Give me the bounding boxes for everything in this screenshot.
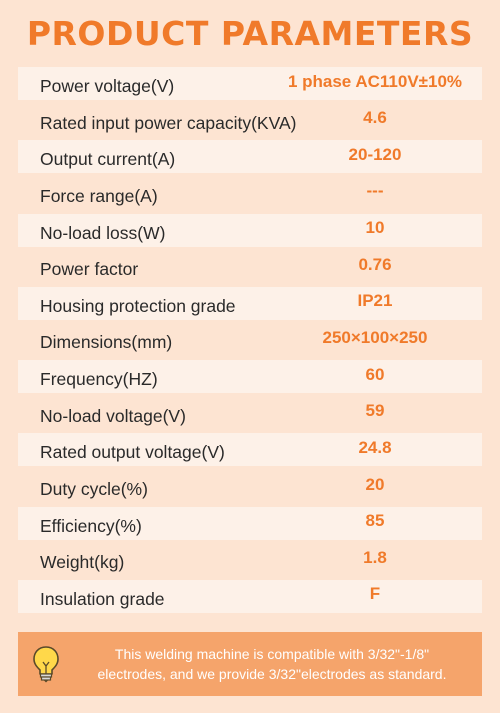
param-label: Power voltage(V) <box>40 76 175 96</box>
param-label: Frequency(HZ) <box>40 369 158 390</box>
param-label: No-load voltage(V) <box>40 405 186 426</box>
param-value: 1.8 <box>363 547 387 567</box>
table-row: Output current(A) 20-120 <box>18 140 482 174</box>
lightbulb-icon <box>18 632 74 696</box>
table-row: Duty cycle(%) 20 <box>18 470 482 503</box>
param-label: Force range(A) <box>40 185 158 206</box>
param-label: Insulation grade <box>40 588 165 609</box>
table-row: Frequency(HZ) 60 <box>18 360 482 394</box>
table-row: Housing protection grade IP21 <box>18 286 482 320</box>
param-value: 85 <box>365 511 385 531</box>
param-label: Output current(A) <box>40 149 176 170</box>
param-value: 0.76 <box>358 254 392 274</box>
param-value: IP21 <box>357 291 393 311</box>
param-label: Duty cycle(%) <box>40 479 148 500</box>
note-line-1: This welding machine is compatible with … <box>114 646 430 662</box>
table-row: Power voltage(V) 1 phase AC110V±10% <box>18 67 482 100</box>
table-row: No-load voltage(V) 59 <box>18 397 482 430</box>
param-label: Rated output voltage(V) <box>40 442 225 463</box>
page-title: PRODUCT PARAMETERS <box>26 14 474 53</box>
param-value: F <box>369 584 381 604</box>
param-label: Weight(kg) <box>40 552 125 573</box>
note-line-2: electrodes, and we provide 3/32"electrod… <box>97 666 447 682</box>
parameters-table: Power voltage(V) 1 phase AC110V±10% Rated… <box>18 67 482 617</box>
param-value: 4.6 <box>363 108 387 128</box>
table-row: Dimensions(mm) 250×100×250 <box>18 323 482 356</box>
info-note: This welding machine is compatible with … <box>18 632 482 696</box>
note-text: This welding machine is compatible with … <box>74 644 482 684</box>
param-value: 59 <box>365 401 385 421</box>
table-row: Weight(kg) 1.8 <box>18 543 482 576</box>
param-value: 10 <box>365 218 385 238</box>
table-row: Power factor 0.76 <box>18 250 482 283</box>
table-row: Rated output voltage(V) 24.8 <box>18 433 482 467</box>
param-label: Housing protection grade <box>40 295 236 316</box>
table-row: Force range(A) --- <box>18 177 482 210</box>
param-value: 20-120 <box>348 144 402 164</box>
table-row: Efficiency(%) 85 <box>18 506 482 540</box>
param-label: Dimensions(mm) <box>40 332 173 353</box>
param-value: 250×100×250 <box>322 327 428 347</box>
param-label: Rated input power capacity(KVA) <box>40 112 297 133</box>
table-row: No-load loss(W) 10 <box>18 213 482 247</box>
table-row: Insulation grade F <box>18 579 482 613</box>
table-row: Rated input power capacity(KVA) 4.6 <box>18 104 482 137</box>
param-label: Efficiency(%) <box>40 515 142 536</box>
param-value: 24.8 <box>358 437 392 457</box>
param-value: --- <box>366 181 384 201</box>
param-value: 20 <box>365 474 385 494</box>
param-value: 1 phase AC110V±10% <box>287 71 463 91</box>
param-value: 60 <box>365 364 385 384</box>
param-label: Power factor <box>40 259 139 280</box>
param-label: No-load loss(W) <box>40 222 166 243</box>
